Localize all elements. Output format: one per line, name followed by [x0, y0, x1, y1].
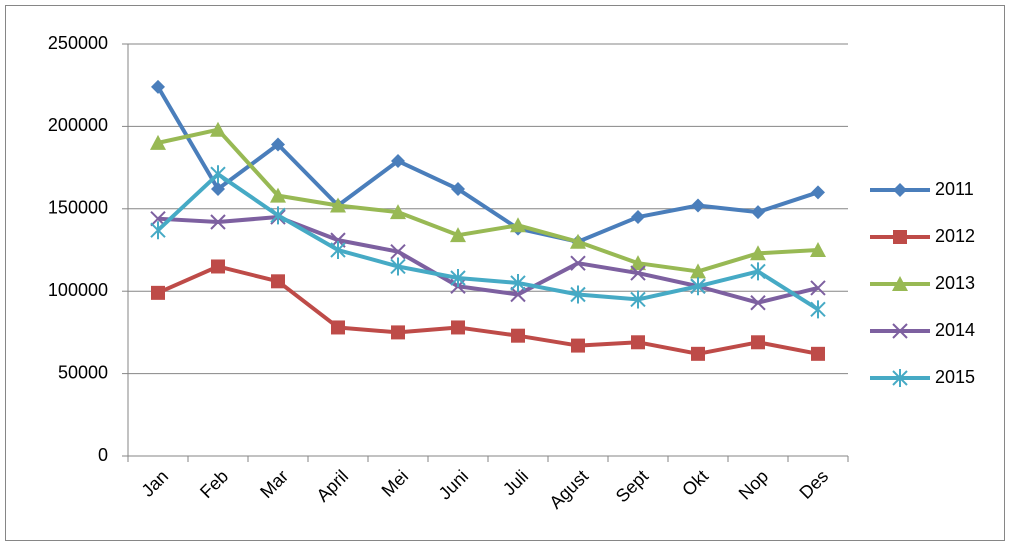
marker — [391, 325, 405, 340]
series-line — [157, 264, 819, 356]
marker — [570, 285, 586, 304]
marker — [511, 328, 525, 343]
marker — [391, 154, 405, 169]
series-line — [157, 215, 819, 305]
marker — [210, 214, 226, 230]
marker — [510, 273, 526, 292]
marker — [630, 265, 646, 281]
marker — [330, 197, 346, 213]
marker — [390, 204, 406, 220]
marker — [450, 227, 466, 243]
marker — [631, 210, 645, 225]
marker — [151, 79, 165, 94]
marker — [810, 242, 826, 257]
marker — [751, 205, 765, 220]
legend-label: 2014 — [935, 320, 975, 340]
series-line — [156, 85, 819, 244]
marker — [570, 233, 586, 249]
marker — [630, 290, 646, 309]
y-tick-label: 150000 — [48, 198, 108, 218]
marker — [810, 300, 826, 319]
marker — [151, 285, 165, 300]
marker — [390, 243, 406, 260]
chart-border — [5, 5, 1005, 541]
marker — [451, 182, 465, 197]
legend-label: 2013 — [935, 273, 975, 293]
series-line — [156, 172, 820, 312]
marker — [691, 198, 705, 213]
y-tick-label: 200000 — [48, 115, 108, 135]
marker — [811, 346, 825, 361]
marker — [893, 183, 907, 197]
legend-label: 2015 — [935, 367, 975, 387]
marker — [211, 259, 225, 274]
marker — [892, 276, 908, 291]
marker — [210, 165, 226, 184]
series-line — [157, 127, 819, 274]
marker — [630, 255, 646, 271]
marker — [390, 257, 406, 276]
marker — [750, 295, 766, 311]
marker — [450, 269, 466, 288]
legend-label: 2011 — [935, 179, 974, 199]
marker — [331, 320, 345, 335]
legend-label: 2012 — [935, 226, 975, 246]
marker — [810, 280, 826, 296]
marker — [510, 286, 526, 303]
marker — [571, 338, 585, 353]
marker — [510, 217, 526, 233]
marker — [691, 346, 705, 361]
marker — [210, 121, 226, 137]
y-tick-label: 0 — [98, 445, 108, 465]
y-tick-label: 250000 — [48, 33, 108, 53]
marker — [570, 255, 586, 271]
marker — [811, 185, 825, 200]
marker — [270, 187, 286, 203]
marker — [750, 262, 766, 281]
marker — [892, 369, 908, 387]
marker — [451, 320, 465, 335]
marker — [750, 245, 766, 261]
marker — [271, 137, 285, 152]
marker — [330, 241, 346, 259]
y-tick-label: 100000 — [48, 280, 108, 300]
marker — [690, 263, 706, 279]
y-tick-label: 50000 — [58, 362, 108, 382]
marker — [690, 277, 706, 296]
marker — [631, 335, 645, 350]
marker — [751, 335, 765, 350]
marker — [150, 134, 166, 150]
marker — [211, 182, 225, 197]
marker — [271, 274, 285, 289]
marker — [892, 323, 908, 339]
marker — [270, 206, 286, 225]
marker — [150, 221, 166, 240]
marker — [893, 230, 907, 244]
